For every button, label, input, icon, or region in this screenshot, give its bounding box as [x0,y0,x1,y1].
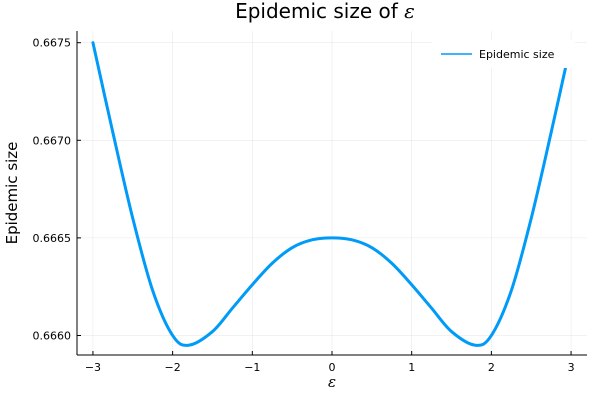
legend: Epidemic size [432,40,575,68]
chart-title-prefix: Epidemic size of [235,0,404,23]
series-line [91,41,573,347]
x-tick-label: 0 [329,361,336,374]
y-tick-label: 0.6660 [33,329,72,342]
x-tick-label: 2 [488,361,495,374]
grid [77,31,587,355]
x-tick-label: −1 [244,361,260,374]
y-tick-label: 0.6670 [33,134,72,147]
x-ticks: −3 −2 −1 0 1 2 3 [85,351,575,374]
x-tick-label: 3 [568,361,575,374]
legend-label: Epidemic size [479,48,555,61]
x-axis-label: ε [328,373,336,391]
x-tick-label: −3 [85,361,101,374]
y-ticks: 0.6660 0.6665 0.6670 0.6675 [33,37,81,342]
chart-title: Epidemic size of ε [235,0,415,23]
x-tick-label: −2 [165,361,181,374]
y-axis-label: Epidemic size [3,142,21,245]
chart-title-symbol: ε [404,0,415,23]
series-layer [91,41,573,347]
y-tick-label: 0.6665 [33,232,72,245]
x-tick-label: 1 [408,361,415,374]
y-tick-label: 0.6675 [33,37,72,50]
